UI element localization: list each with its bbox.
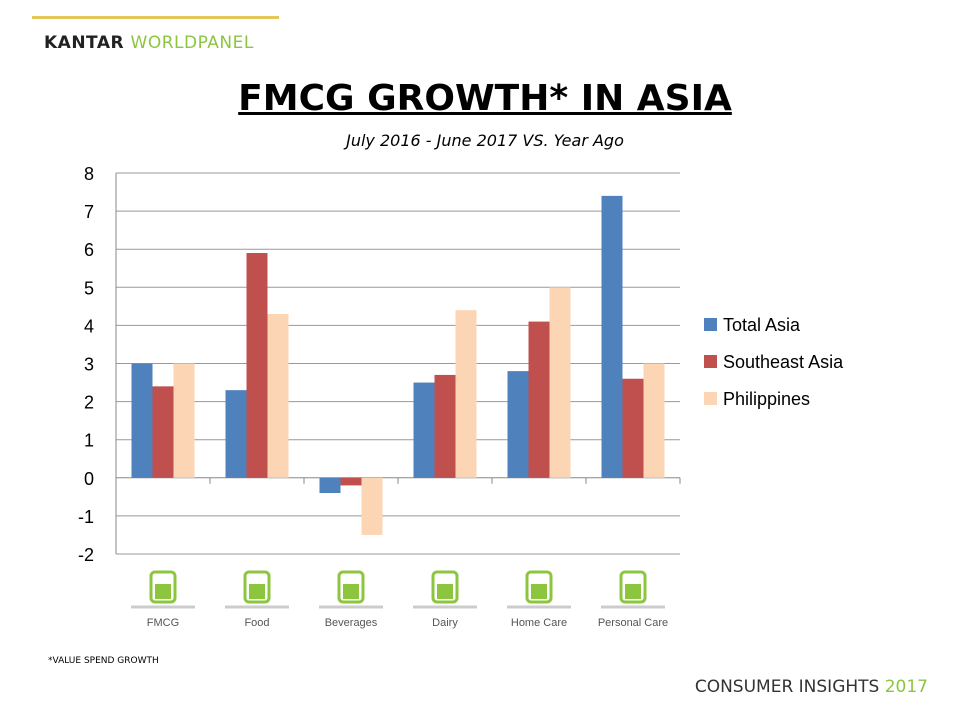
bar-philippines xyxy=(643,363,665,478)
bar-total-asia xyxy=(225,390,247,478)
spoon-fork-icon xyxy=(243,570,271,604)
bar-philippines xyxy=(173,363,195,478)
icon-fill xyxy=(249,584,265,599)
bottle-glass-icon xyxy=(337,570,365,604)
y-tick-label: 4 xyxy=(84,316,94,336)
y-tick-label: 8 xyxy=(84,164,94,184)
icon-shape xyxy=(619,570,647,604)
icon-shape xyxy=(149,570,177,604)
dish-detergent-icon xyxy=(525,570,553,604)
bar-philippines xyxy=(361,477,383,535)
chart-subtitle: July 2016 - June 2017 VS. Year Ago xyxy=(346,131,624,150)
category-label: Beverages xyxy=(325,617,378,629)
legend-label: Total Asia xyxy=(723,315,801,335)
y-tick-label: 5 xyxy=(84,278,94,298)
legend-label: Southeast Asia xyxy=(723,352,844,372)
category-label: FMCG xyxy=(147,617,179,629)
category-label: Personal Care xyxy=(598,617,668,629)
legend-swatch xyxy=(704,392,717,405)
bar-philippines xyxy=(549,287,571,478)
milk-bottle-icon xyxy=(431,570,459,604)
icon-shape xyxy=(431,570,459,604)
bar-total-asia xyxy=(413,382,435,478)
icon-fill xyxy=(531,584,547,599)
legend-swatch xyxy=(704,318,717,331)
icon-fill xyxy=(625,584,641,599)
bar-southeast-asia xyxy=(528,321,550,478)
soap-pump-icon xyxy=(619,570,647,604)
legend-swatch xyxy=(704,355,717,368)
y-tick-label: 1 xyxy=(84,431,94,451)
legend-label: Philippines xyxy=(723,389,810,409)
brand-footer: CONSUMER INSIGHTS 2017 xyxy=(695,677,928,697)
bar-total-asia xyxy=(319,477,341,494)
bar-southeast-asia xyxy=(622,378,644,478)
bar-philippines xyxy=(267,313,289,478)
bar-southeast-asia xyxy=(152,386,174,478)
icon-fill xyxy=(155,584,171,599)
icon-shape xyxy=(337,570,365,604)
brand-text: CONSUMER INSIGHTS xyxy=(694,677,880,697)
gold-divider xyxy=(32,16,279,19)
y-tick-label: -2 xyxy=(78,545,94,565)
bar-total-asia xyxy=(601,195,623,478)
icon-shape xyxy=(525,570,553,604)
footnote: *VALUE SPEND GROWTH xyxy=(48,656,159,666)
bar-southeast-asia xyxy=(246,253,268,478)
bar-philippines xyxy=(455,310,477,478)
bar-total-asia xyxy=(507,371,529,478)
category-label: Food xyxy=(244,617,269,629)
y-tick-label: 3 xyxy=(84,355,94,375)
icon-fill xyxy=(437,584,453,599)
bar-total-asia xyxy=(131,363,153,478)
logo-part2: WORLDPANEL xyxy=(130,33,254,53)
icon-fill xyxy=(343,584,359,599)
y-tick-label: 6 xyxy=(84,240,94,260)
kantar-logo: KANTAR WORLDPANEL xyxy=(44,33,254,53)
category-label: Dairy xyxy=(432,617,458,629)
bar-southeast-asia xyxy=(434,374,456,478)
bar-southeast-asia xyxy=(340,477,362,486)
y-tick-label: -1 xyxy=(78,507,94,527)
y-tick-label: 7 xyxy=(84,202,94,222)
category-label: Home Care xyxy=(511,617,567,629)
icon-shape xyxy=(243,570,271,604)
y-tick-label: 0 xyxy=(84,469,94,489)
y-tick-label: 2 xyxy=(84,393,94,413)
chart-title: FMCG GROWTH* IN ASIA xyxy=(238,78,732,119)
basket-icon xyxy=(149,570,177,604)
logo-part1: KANTAR xyxy=(44,33,125,53)
brand-year: 2017 xyxy=(884,677,928,697)
